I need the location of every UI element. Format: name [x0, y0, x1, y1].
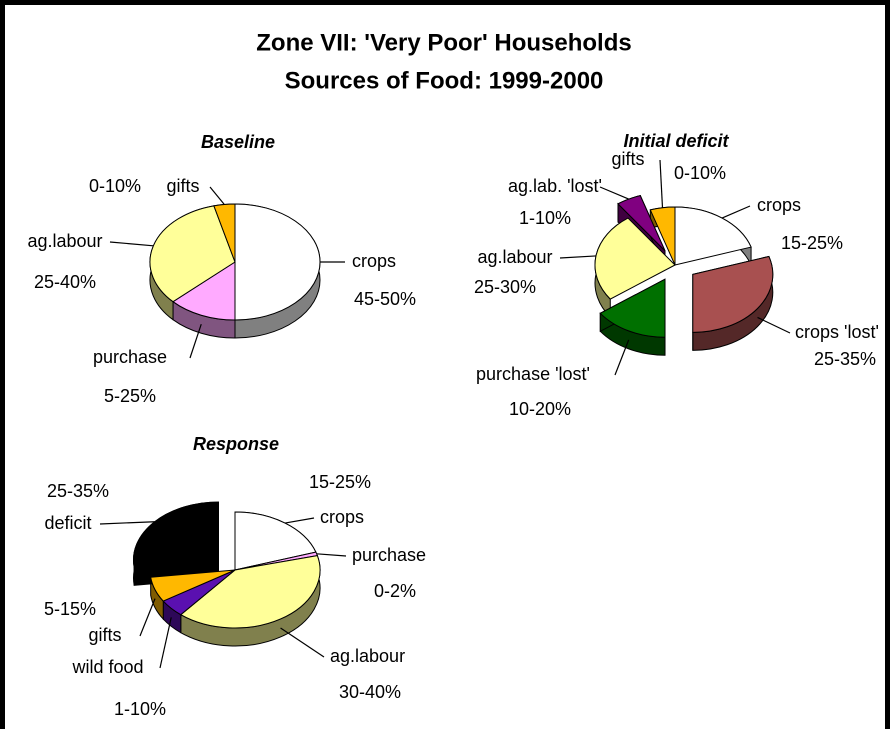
leader-line	[189, 324, 202, 359]
slice-range: 5-25%	[104, 386, 156, 406]
pie-title: Response	[193, 434, 279, 454]
slice-range: 5-15%	[44, 599, 96, 619]
slice-label: deficit	[44, 513, 91, 533]
slice-range: 15-25%	[781, 233, 843, 253]
slice-label: gifts	[88, 625, 121, 645]
slice-label: crops	[352, 251, 396, 271]
leader-line	[757, 316, 791, 334]
leader-line	[284, 517, 315, 524]
slice-label: ag.labour	[27, 231, 102, 251]
pie-slice	[599, 278, 666, 338]
slice-label: ag.lab. 'lost'	[508, 176, 602, 196]
leader-line	[159, 617, 172, 669]
slice-range: 0-10%	[674, 163, 726, 183]
pie-slice	[172, 261, 236, 321]
pie-title: Baseline	[201, 132, 275, 152]
slice-range: 25-35%	[814, 349, 876, 369]
pie-slice	[234, 203, 321, 321]
pie-slice	[149, 205, 236, 303]
slice-label: purchase 'lost'	[476, 364, 590, 384]
pie-slice	[179, 555, 321, 629]
pie-slice	[649, 206, 676, 266]
slice-range: 10-20%	[509, 399, 571, 419]
slice-range: 0-10%	[89, 176, 141, 196]
slice-label: purchase	[93, 347, 167, 367]
pie-slice	[150, 569, 236, 602]
chart-title: Zone VII: 'Very Poor' Households	[256, 29, 631, 56]
slice-label: crops 'lost'	[795, 322, 879, 342]
slice-range: 25-40%	[34, 272, 96, 292]
slice-range: 1-10%	[114, 699, 166, 719]
chart-subtitle: Sources of Food: 1999-2000	[285, 67, 604, 94]
slice-range: 1-10%	[519, 208, 571, 228]
slice-label: purchase	[352, 545, 426, 565]
slice-range: 25-30%	[474, 277, 536, 297]
slice-range: 25-35%	[47, 481, 109, 501]
leader-line	[599, 186, 629, 200]
pie-slice	[674, 206, 752, 266]
slice-label: gifts	[611, 149, 644, 169]
leader-line	[280, 627, 325, 658]
pie-slice	[692, 255, 774, 333]
slice-range: 0-2%	[374, 581, 416, 601]
leader-line	[316, 553, 347, 557]
leader-line	[109, 241, 154, 247]
leader-line	[139, 598, 156, 637]
pie-title: Initial deficit	[623, 131, 729, 151]
leader-line	[209, 186, 225, 205]
leader-line	[559, 255, 597, 259]
leader-line	[721, 205, 751, 219]
slice-range: 45-50%	[354, 289, 416, 309]
slice-label: crops	[757, 195, 801, 215]
pie-slice	[594, 217, 676, 300]
slice-label: gifts	[166, 176, 199, 196]
leader-line	[659, 159, 664, 208]
pie-slice	[133, 501, 219, 568]
slice-label: crops	[320, 507, 364, 527]
slice-range: 30-40%	[339, 682, 401, 702]
leader-line	[99, 521, 155, 525]
leader-line	[614, 339, 630, 376]
slice-range: 15-25%	[309, 472, 371, 492]
slice-label: wild food	[71, 657, 143, 677]
slice-label: ag.labour	[330, 646, 405, 666]
slice-label: ag.labour	[477, 247, 552, 267]
